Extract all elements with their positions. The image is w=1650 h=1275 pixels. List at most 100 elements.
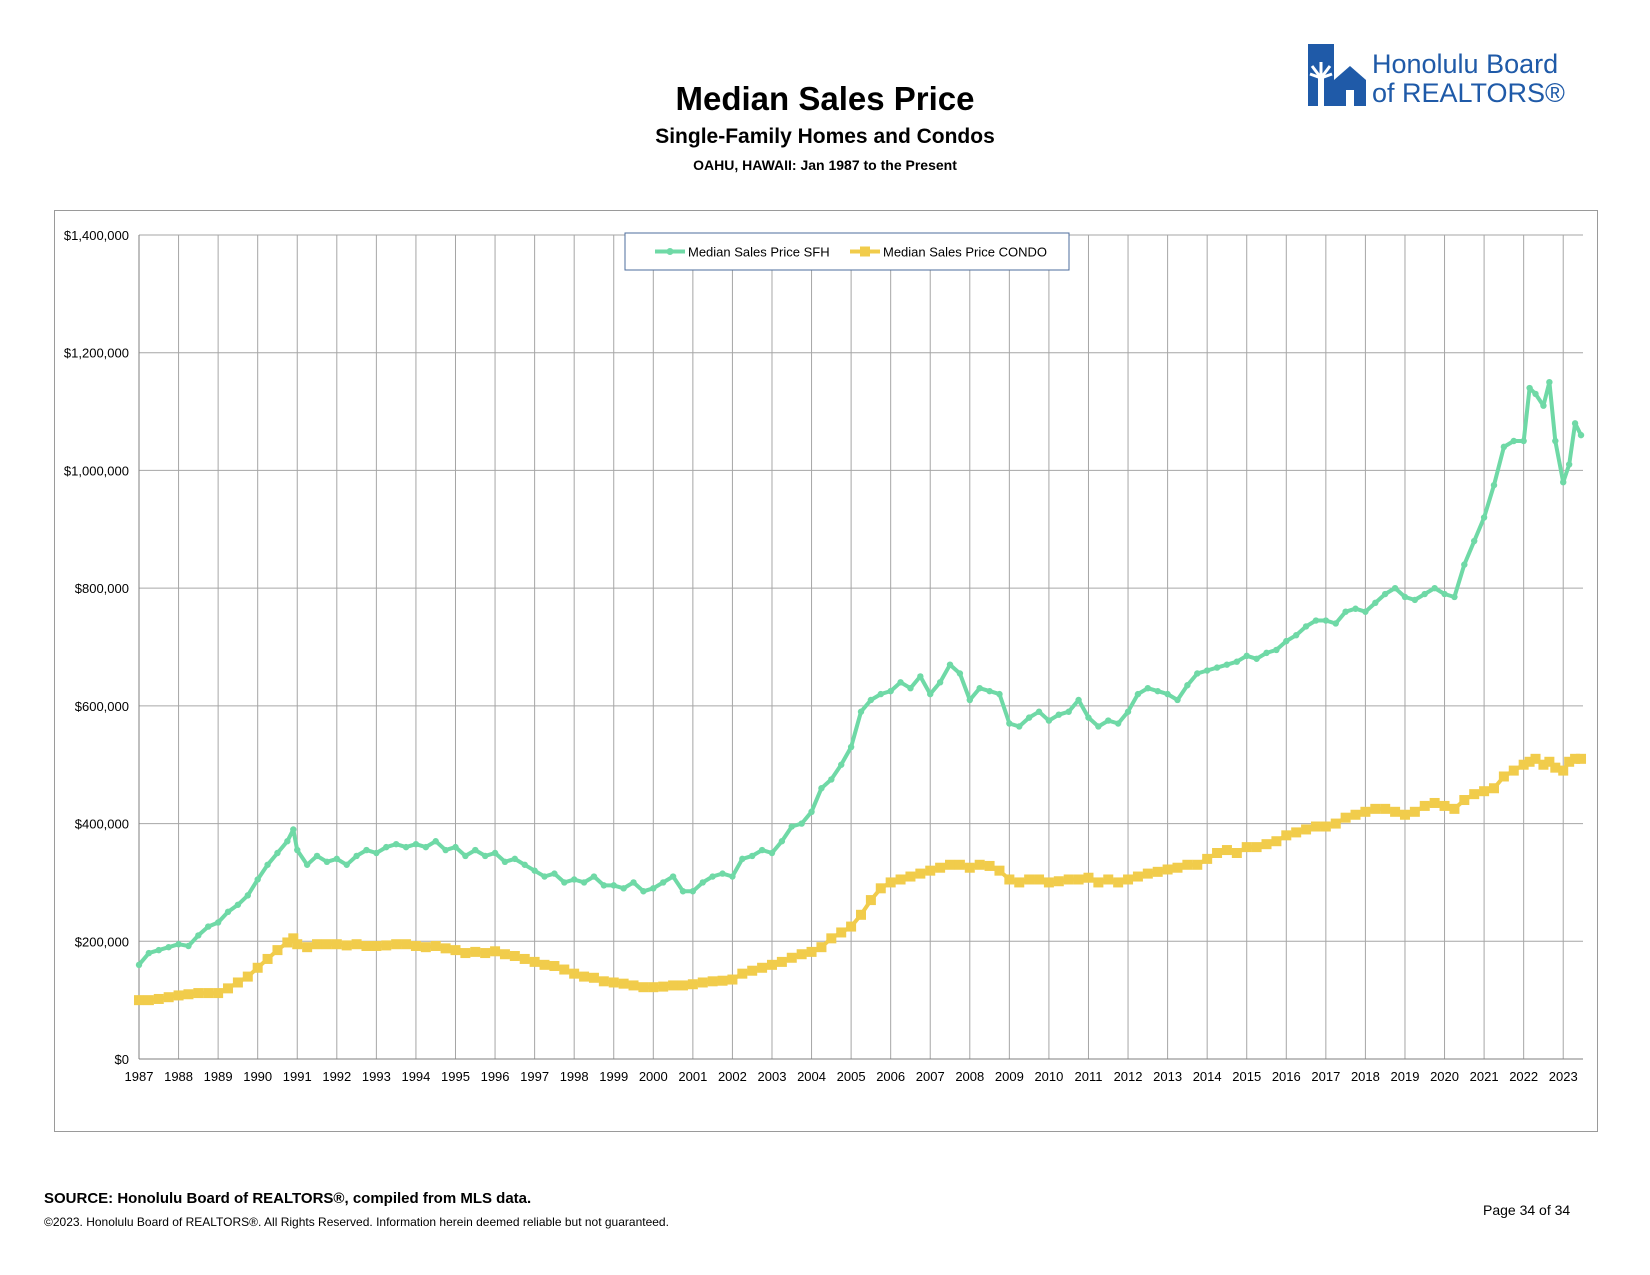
legend-condo-label: Median Sales Price CONDO xyxy=(883,245,1047,260)
sfh-point xyxy=(472,846,479,854)
sfh-point xyxy=(1085,714,1092,721)
legend-condo-marker xyxy=(860,246,870,257)
chart-subtitle: Single-Family Homes and Condos xyxy=(655,125,995,148)
condo-point xyxy=(223,983,234,994)
sfh-point xyxy=(1095,723,1102,730)
condo-point xyxy=(786,952,797,963)
x-tick-label: 2022 xyxy=(1509,1069,1538,1084)
x-tick-label: 2021 xyxy=(1470,1069,1499,1084)
sfh-point xyxy=(383,843,390,851)
condo-point xyxy=(1550,762,1561,773)
condo-point xyxy=(420,942,431,953)
condo-point xyxy=(994,865,1005,876)
condo-point xyxy=(480,948,491,959)
sfh-point xyxy=(1540,402,1547,409)
condo-point xyxy=(935,862,946,873)
sfh-point xyxy=(1233,658,1241,665)
sfh-point xyxy=(1391,584,1399,592)
condo-point xyxy=(1399,809,1410,820)
sfh-point xyxy=(1174,696,1181,704)
sfh-point xyxy=(244,892,251,899)
condo-point xyxy=(1123,874,1134,885)
condo-point xyxy=(559,964,570,975)
sfh-point xyxy=(719,870,726,877)
sfh-point xyxy=(758,846,766,854)
condo-point xyxy=(1320,821,1331,832)
sfh-point xyxy=(290,826,297,833)
condo-point xyxy=(964,862,975,873)
condo-point xyxy=(856,909,866,920)
condo-point xyxy=(1073,874,1084,885)
legend-sfh-marker xyxy=(666,248,674,255)
y-tick-label: $200,000 xyxy=(75,934,129,949)
sfh-point xyxy=(1571,420,1579,427)
sfh-point xyxy=(689,888,697,895)
x-tick-label: 2002 xyxy=(718,1069,747,1084)
condo-point xyxy=(707,976,718,987)
sfh-point xyxy=(363,846,370,854)
sfh-point xyxy=(630,879,637,886)
condo-point xyxy=(470,946,481,957)
sfh-point xyxy=(986,687,993,695)
sfh-point xyxy=(867,696,875,704)
condo-point xyxy=(440,943,451,954)
x-tick-label: 2023 xyxy=(1549,1069,1578,1084)
condo-point xyxy=(1564,756,1575,767)
condo-point xyxy=(381,940,392,951)
condo-point xyxy=(183,989,194,1000)
sfh-point xyxy=(294,846,301,854)
sfh-point xyxy=(1490,481,1498,489)
condo-point xyxy=(905,871,916,882)
condo-series-line xyxy=(139,756,1581,1003)
sfh-point xyxy=(1055,711,1063,718)
sfh-point xyxy=(1560,479,1567,486)
condo-point xyxy=(490,946,501,957)
sfh-point xyxy=(1124,708,1132,715)
sfh-point xyxy=(580,879,588,886)
sfh-point xyxy=(392,840,400,848)
copyright-note: ©2023. Honolulu Board of REALTORS®. All … xyxy=(44,1215,669,1229)
condo-point xyxy=(1063,874,1074,885)
condo-point xyxy=(1043,877,1054,888)
sfh-point xyxy=(1362,608,1369,615)
condo-point xyxy=(272,945,283,956)
y-tick-label: $800,000 xyxy=(75,581,129,596)
x-tick-label: 2012 xyxy=(1114,1069,1143,1084)
chart-frame: $0 $200,000 $400,000 $600,000 $800,000 $1,000… xyxy=(54,210,1598,1132)
condo-point xyxy=(1004,874,1015,885)
condo-point xyxy=(737,968,748,979)
condo-point xyxy=(331,939,342,950)
condo-point xyxy=(747,965,758,976)
sfh-point xyxy=(1526,384,1533,392)
sfh-point xyxy=(1016,723,1023,730)
condo-point xyxy=(1459,795,1470,806)
condo-point xyxy=(173,990,184,1001)
condo-point xyxy=(1231,848,1242,858)
sfh-point xyxy=(1431,584,1438,592)
sfh-point xyxy=(1025,714,1033,721)
sfh-point xyxy=(976,685,983,692)
condo-point xyxy=(193,988,204,999)
sfh-point xyxy=(1461,561,1468,568)
condo-point xyxy=(717,975,728,986)
sfh-point xyxy=(1411,596,1419,604)
condo-point xyxy=(588,972,599,983)
sfh-point xyxy=(284,838,291,845)
sfh-point xyxy=(521,861,528,868)
condo-point xyxy=(1261,839,1272,850)
sfh-point xyxy=(224,908,232,916)
condo-point xyxy=(954,859,965,870)
x-tick-label: 2019 xyxy=(1391,1069,1420,1084)
sfh-point xyxy=(917,673,924,680)
sfh-point xyxy=(739,855,746,863)
sfh-point xyxy=(1565,461,1573,468)
sfh-point xyxy=(1283,637,1290,645)
x-tick-label: 1998 xyxy=(560,1069,589,1084)
sfh-point xyxy=(1184,682,1191,689)
sfh-point xyxy=(1401,593,1409,601)
sfh-point xyxy=(1372,599,1379,607)
sfh-point xyxy=(264,861,271,868)
condo-point xyxy=(677,980,688,991)
sfh-point xyxy=(462,852,469,860)
sfh-point xyxy=(501,858,509,866)
